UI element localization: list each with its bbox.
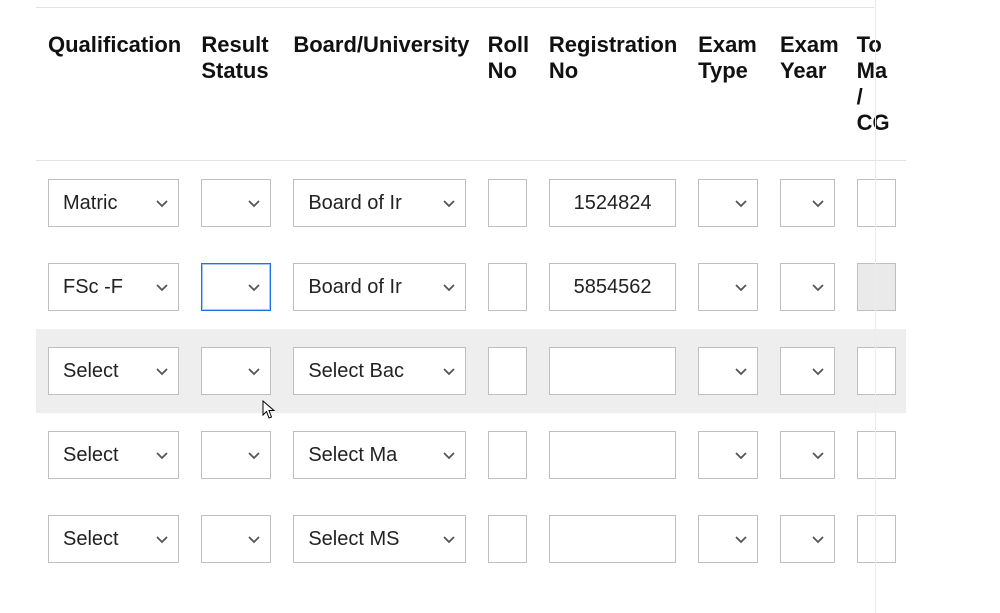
qualification-select[interactable]: Select (48, 347, 179, 395)
qualification-select[interactable]: FSc -F (48, 263, 179, 311)
exam-year-select[interactable] (780, 347, 835, 395)
chevron-down-icon (810, 195, 826, 211)
registration-no-input[interactable]: 5854562 (549, 263, 676, 311)
exam-type-select[interactable] (698, 431, 758, 479)
qualification-select[interactable]: Select (48, 431, 179, 479)
board-select[interactable]: Select MS (293, 515, 465, 563)
chevron-down-icon (441, 531, 457, 547)
table-row: FSc -F Board of Ir 5854562 (36, 245, 906, 329)
board-select[interactable]: Board of Ir (293, 179, 465, 227)
qualifications-table: Qualification Result Status Board/Univer… (36, 8, 906, 581)
board-select-value: Select MS (308, 528, 399, 551)
total-marks-input[interactable] (857, 431, 896, 479)
exam-type-select[interactable] (698, 179, 758, 227)
chevron-down-icon (246, 195, 262, 211)
exam-year-select[interactable] (780, 263, 835, 311)
chevron-down-icon (154, 531, 170, 547)
registration-no-input[interactable]: 1524824 (549, 179, 676, 227)
table-row: Select Select Ma (36, 413, 906, 497)
exam-year-select[interactable] (780, 431, 835, 479)
roll-no-input[interactable] (488, 263, 527, 311)
exam-type-select[interactable] (698, 263, 758, 311)
chevron-down-icon (441, 447, 457, 463)
result-status-select[interactable] (201, 515, 271, 563)
chevron-down-icon (810, 531, 826, 547)
qualification-select-value: Select (63, 528, 119, 551)
total-marks-input[interactable] (857, 179, 896, 227)
qualification-select-value: FSc -F (63, 276, 123, 299)
panel-top-border (36, 0, 874, 8)
exam-year-select[interactable] (780, 515, 835, 563)
chevron-down-icon (246, 279, 262, 295)
exam-type-select[interactable] (698, 515, 758, 563)
exam-type-select[interactable] (698, 347, 758, 395)
qualification-select-value: Select (63, 444, 119, 467)
result-status-select[interactable] (201, 263, 271, 311)
result-status-select[interactable] (201, 347, 271, 395)
chevron-down-icon (246, 531, 262, 547)
table-row: Matric Board of Ir 1524824 (36, 161, 906, 246)
result-status-select[interactable] (201, 431, 271, 479)
board-select[interactable]: Select Ma (293, 431, 465, 479)
chevron-down-icon (733, 195, 749, 211)
qualification-select-value: Select (63, 360, 119, 383)
total-marks-input[interactable] (857, 263, 896, 311)
col-registration-no: Registration No (537, 8, 686, 161)
board-select-value: Board of Ir (308, 192, 401, 215)
roll-no-input[interactable] (488, 179, 527, 227)
chevron-down-icon (246, 363, 262, 379)
board-select[interactable]: Select Bac (293, 347, 465, 395)
registration-no-input[interactable] (549, 515, 676, 563)
registration-no-input[interactable] (549, 431, 676, 479)
chevron-down-icon (733, 447, 749, 463)
roll-no-input[interactable] (488, 515, 527, 563)
chevron-down-icon (154, 447, 170, 463)
chevron-down-icon (154, 195, 170, 211)
registration-no-input-value: 1524824 (574, 192, 652, 215)
qualification-select-value: Matric (63, 192, 117, 215)
registration-no-input-value: 5854562 (574, 276, 652, 299)
chevron-down-icon (441, 195, 457, 211)
roll-no-input[interactable] (488, 431, 527, 479)
total-marks-input[interactable] (857, 347, 896, 395)
board-select-value: Select Bac (308, 360, 404, 383)
col-exam-type: Exam Type (686, 8, 768, 161)
chevron-down-icon (246, 447, 262, 463)
container-right-border (875, 0, 876, 613)
col-board: Board/University (281, 8, 475, 161)
registration-no-input[interactable] (549, 347, 676, 395)
col-qualification: Qualification (36, 8, 189, 161)
table-row: Select Select MS (36, 497, 906, 581)
col-roll-no: Roll No (476, 8, 537, 161)
result-status-select[interactable] (201, 179, 271, 227)
qualification-select[interactable]: Select (48, 515, 179, 563)
col-exam-year: Exam Year (768, 8, 845, 161)
chevron-down-icon (810, 279, 826, 295)
roll-no-input[interactable] (488, 347, 527, 395)
board-select-value: Select Ma (308, 444, 397, 467)
board-select-value: Board of Ir (308, 276, 401, 299)
board-select[interactable]: Board of Ir (293, 263, 465, 311)
chevron-down-icon (441, 363, 457, 379)
chevron-down-icon (733, 279, 749, 295)
chevron-down-icon (154, 279, 170, 295)
total-marks-input[interactable] (857, 515, 896, 563)
chevron-down-icon (733, 363, 749, 379)
chevron-down-icon (810, 363, 826, 379)
chevron-down-icon (154, 363, 170, 379)
chevron-down-icon (733, 531, 749, 547)
col-result-status: Result Status (189, 8, 281, 161)
chevron-down-icon (441, 279, 457, 295)
table-row: Select Select Bac (36, 329, 906, 413)
qualification-select[interactable]: Matric (48, 179, 179, 227)
exam-year-select[interactable] (780, 179, 835, 227)
chevron-down-icon (810, 447, 826, 463)
